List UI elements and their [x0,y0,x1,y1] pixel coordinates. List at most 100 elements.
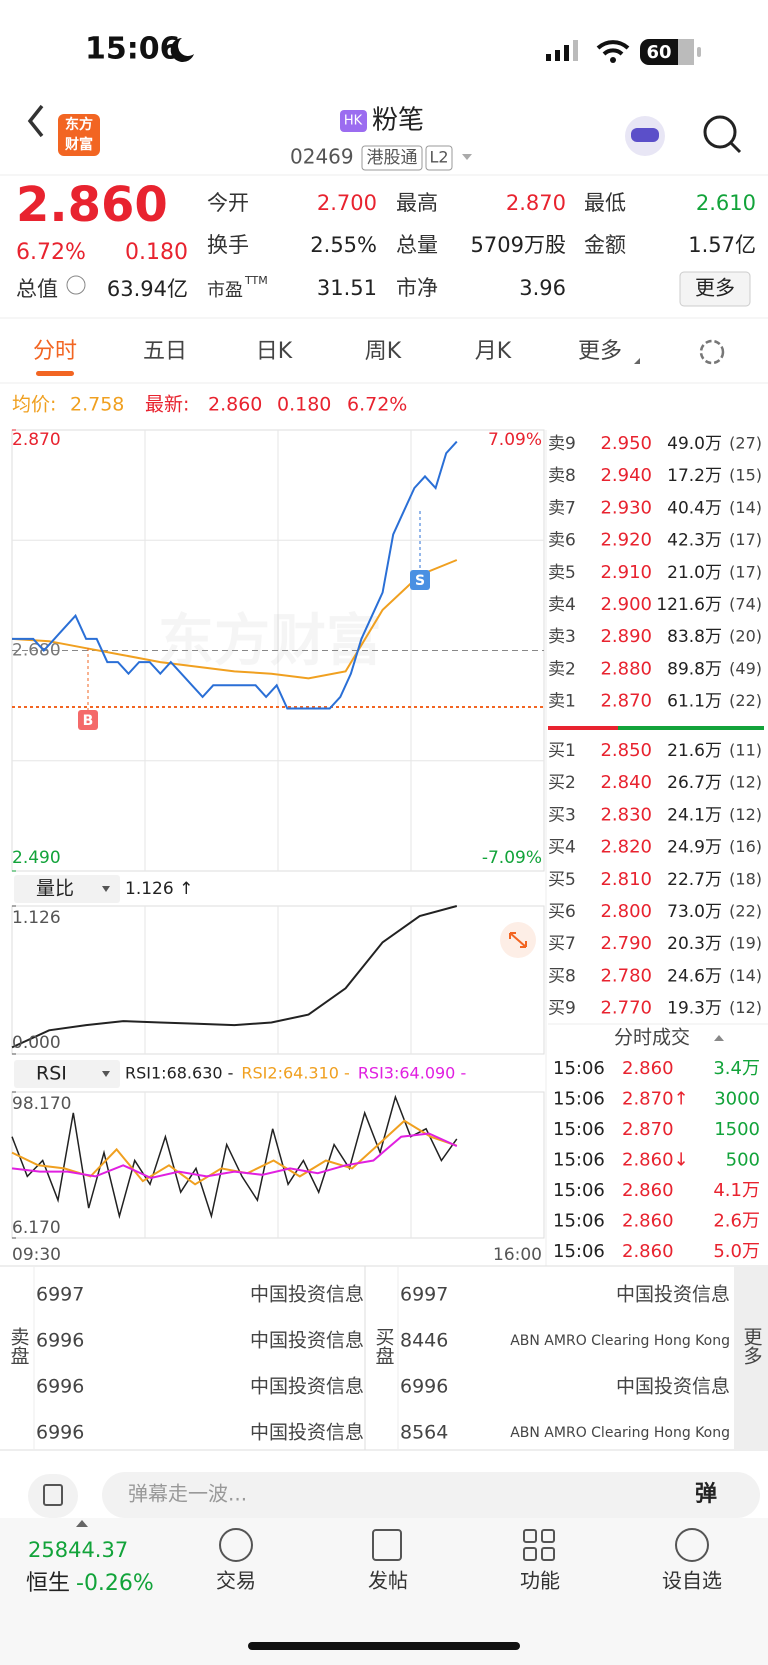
book-price: 2.830 [600,804,652,825]
stat-label: 金额 [584,233,626,257]
book-level: 买7 [548,934,576,954]
pct-bottom: -7.09% [482,848,542,868]
more-label: 更多 [695,276,735,300]
comment-icon[interactable] [28,1474,78,1518]
danmaku-button: 弹 [695,1482,717,1507]
book-count: (12) [729,773,762,792]
change-pct: 6.72% [347,394,407,416]
nav-label[interactable]: 功能 [520,1569,560,1593]
broker-more[interactable] [734,1266,768,1450]
book-count: (20) [729,627,762,646]
app-logo [58,114,100,156]
price-bottom: 2.490 [12,848,61,868]
tab[interactable]: 更多 [578,339,622,364]
tab[interactable]: 五日 [143,339,187,364]
avg-label: 均价: [12,394,56,416]
index-pct: -0.26% [76,1571,154,1596]
back-button[interactable] [27,104,44,138]
nav-label[interactable]: 交易 [216,1569,256,1593]
book-volume: 121.6万 [656,595,722,615]
book-count: (14) [729,966,762,985]
search-button[interactable] [703,115,737,149]
sell-marker-text: S [415,573,425,589]
tab[interactable]: 分时 [33,339,77,364]
depth-bar-sell [548,726,618,730]
collapse-caret[interactable] [714,1035,724,1041]
stat-label: 换手 [207,233,249,257]
tab[interactable]: 日K [256,339,293,364]
trade-volume: 3.4万 [713,1058,760,1079]
tag-box [425,145,453,171]
buy-marker-text: B [83,713,94,729]
status-time: 15:06 [85,32,181,67]
tab[interactable]: 周K [365,339,402,364]
indicator-value: 1.126 ↑ [125,879,193,899]
rsi-line [11,1094,458,1220]
comment-input[interactable] [102,1472,760,1518]
broker-id: 6997 [36,1284,84,1306]
book-level: 卖5 [548,563,576,583]
book-price: 2.900 [600,594,652,615]
pct-top: 7.09% [488,430,542,450]
book-level: 买6 [548,902,576,922]
change: 0.180 [125,240,188,265]
tag: L2 [429,148,448,167]
axis-label: 98.170 [12,1094,71,1114]
last-value: 2.860 [208,394,262,416]
trade-price: 2.860 [622,1211,674,1232]
book-volume: 21.6万 [667,741,722,761]
settings-button[interactable] [699,339,725,365]
trade-volume: 4.1万 [713,1180,760,1201]
broker-id: 6996 [400,1376,448,1398]
book-price: 2.790 [600,933,652,954]
trade-time: 15:06 [553,1150,605,1171]
stat-label: 今开 [207,191,249,215]
book-count: (27) [729,434,762,453]
signal-icon [546,40,578,61]
trade-time: 15:06 [553,1119,605,1140]
dropdown-caret[interactable] [462,154,472,160]
change-pct: 6.72% [16,240,86,265]
market-badge [340,110,367,132]
tab[interactable]: 月K [475,339,512,364]
rsi-legend: RSI2:64.310 - [241,1064,349,1083]
broker-name: 中国投资信息 [250,1284,364,1306]
stat-value: 63.94亿 [107,277,188,301]
nav-label[interactable]: 设自选 [662,1569,722,1593]
book-count: (16) [729,837,762,856]
book-count: (11) [729,741,762,760]
book-volume: 22.7万 [667,870,722,890]
trade-time: 15:06 [553,1241,605,1262]
trades-title: 分时成交 [614,1027,690,1049]
tab-underline [36,371,74,376]
book-price: 2.890 [600,626,652,647]
book-price: 2.920 [600,530,652,551]
book-count: (17) [729,562,762,581]
book-volume: 49.0万 [667,434,722,454]
book-count: (15) [729,466,762,485]
broker-name: 中国投资信息 [250,1376,364,1398]
indicator-select[interactable] [14,1060,120,1088]
info-icon[interactable] [66,275,86,295]
wifi-icon [596,40,630,56]
trade-price: 2.860 [622,1180,674,1201]
nav-label[interactable]: 发帖 [368,1569,408,1593]
trade-price: 2.860 [622,1058,674,1079]
broker-id: 6996 [36,1422,84,1444]
market-badge-text: HK [344,114,363,129]
book-volume: 24.1万 [667,805,722,825]
axis-label: 6.170 [12,1218,61,1238]
indicator-select[interactable] [14,875,120,903]
trade-volume: 500 [726,1150,760,1171]
stat-label: 市盈 [207,280,243,301]
trade-price: 2.870 [622,1119,674,1140]
battery-level: 60 [646,42,671,63]
price-top: 2.870 [12,430,61,450]
vertical-label[interactable]: 更多 [741,1327,763,1365]
book-level: 卖3 [548,627,576,647]
trade-volume: 3000 [714,1089,760,1110]
stat-value: 5709万股 [471,233,566,257]
more-button[interactable] [679,271,751,307]
book-count: (22) [729,691,762,710]
book-count: (17) [729,530,762,549]
